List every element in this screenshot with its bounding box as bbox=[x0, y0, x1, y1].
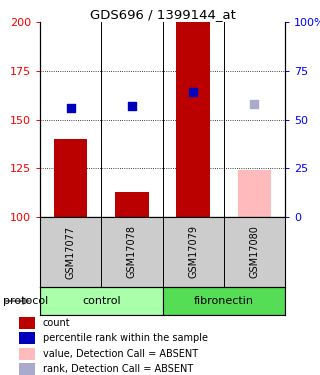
Point bbox=[68, 105, 73, 111]
Text: value, Detection Call = ABSENT: value, Detection Call = ABSENT bbox=[43, 349, 198, 359]
Bar bbox=[176, 22, 210, 217]
Text: fibronectin: fibronectin bbox=[194, 296, 254, 306]
Text: count: count bbox=[43, 318, 70, 328]
Point bbox=[191, 89, 196, 95]
Point bbox=[252, 101, 257, 107]
Text: protocol: protocol bbox=[3, 296, 48, 306]
Bar bbox=[54, 139, 87, 217]
Bar bbox=[237, 170, 271, 217]
FancyBboxPatch shape bbox=[19, 348, 35, 360]
FancyBboxPatch shape bbox=[19, 332, 35, 345]
Bar bbox=[40, 287, 163, 315]
Bar bbox=[115, 192, 149, 217]
Text: GSM17077: GSM17077 bbox=[66, 225, 76, 279]
Text: percentile rank within the sample: percentile rank within the sample bbox=[43, 333, 208, 343]
Title: GDS696 / 1399144_at: GDS696 / 1399144_at bbox=[90, 8, 236, 21]
Text: GSM17080: GSM17080 bbox=[249, 226, 260, 278]
Point bbox=[129, 103, 134, 109]
FancyBboxPatch shape bbox=[19, 316, 35, 329]
Text: GSM17078: GSM17078 bbox=[127, 225, 137, 279]
Text: control: control bbox=[82, 296, 121, 306]
Bar bbox=[163, 287, 285, 315]
Text: GSM17079: GSM17079 bbox=[188, 225, 198, 279]
Text: rank, Detection Call = ABSENT: rank, Detection Call = ABSENT bbox=[43, 364, 193, 374]
FancyBboxPatch shape bbox=[19, 363, 35, 375]
